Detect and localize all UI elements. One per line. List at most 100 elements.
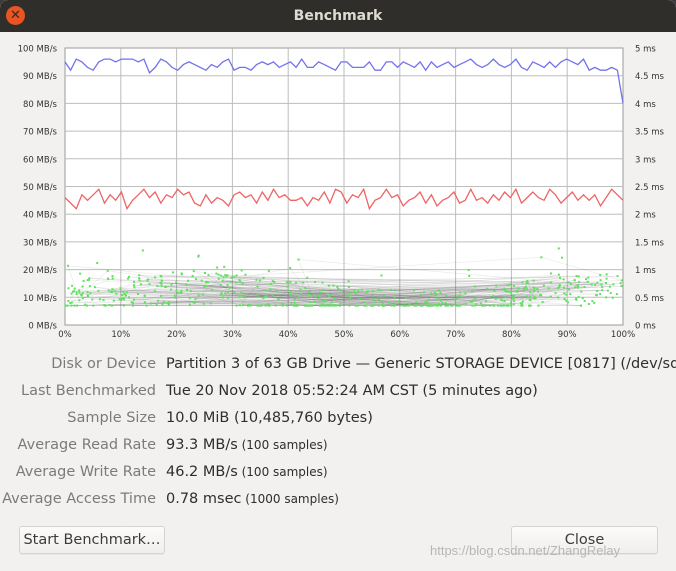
- access-time-point: [468, 274, 471, 277]
- access-time-point: [274, 304, 277, 307]
- access-time-point: [445, 294, 448, 297]
- access-seek-line: [99, 293, 571, 300]
- access-time-point: [433, 292, 436, 295]
- access-seek-line: [340, 303, 495, 306]
- access-seek-line: [114, 290, 389, 303]
- info-value: 46.2 MB/s (100 samples): [166, 464, 328, 480]
- access-time-point: [377, 288, 380, 291]
- access-time-point: [507, 304, 510, 307]
- access-time-point: [154, 276, 157, 279]
- access-seek-line: [68, 295, 126, 302]
- access-time-point: [534, 297, 537, 300]
- access-time-point: [66, 304, 69, 307]
- access-time-point: [297, 258, 300, 261]
- access-time-point: [281, 303, 284, 306]
- access-time-point: [256, 293, 259, 296]
- access-time-point: [528, 298, 531, 301]
- access-time-point: [221, 279, 224, 282]
- info-value: Tue 20 Nov 2018 05:52:24 AM CST (5 minut…: [166, 383, 538, 399]
- access-time-point: [222, 276, 225, 279]
- close-icon: ✕: [10, 8, 21, 23]
- access-seek-line: [79, 287, 535, 294]
- access-seek-line: [223, 256, 542, 278]
- access-time-point: [492, 304, 495, 307]
- access-seek-line: [189, 292, 466, 306]
- access-time-point: [145, 304, 148, 307]
- access-time-point: [357, 289, 360, 292]
- access-time-point: [73, 290, 76, 293]
- access-time-point: [489, 304, 492, 307]
- access-time-point: [335, 304, 338, 307]
- access-time-point: [601, 286, 604, 289]
- access-time-point: [328, 304, 331, 307]
- access-time-point: [509, 291, 512, 294]
- access-time-point: [471, 290, 474, 293]
- access-time-point: [380, 300, 383, 303]
- access-time-point: [205, 285, 208, 288]
- access-time-point: [306, 304, 309, 307]
- access-time-point: [275, 289, 278, 292]
- access-seek-line: [236, 285, 622, 306]
- access-time-point: [550, 281, 553, 284]
- access-time-point: [97, 289, 100, 292]
- start-benchmark-button[interactable]: Start Benchmark…: [19, 526, 165, 554]
- access-time-point: [522, 288, 525, 291]
- access-time-point: [511, 295, 514, 298]
- access-seek-line: [112, 297, 559, 306]
- access-time-point: [271, 280, 274, 283]
- access-seek-line: [193, 278, 220, 303]
- access-time-point: [355, 292, 358, 295]
- access-seek-line: [161, 283, 334, 286]
- access-time-point: [474, 298, 477, 301]
- access-time-point: [202, 302, 205, 305]
- access-time-point: [121, 294, 124, 297]
- access-seek-line: [220, 294, 551, 297]
- access-seek-line: [195, 278, 306, 306]
- access-seek-line: [227, 274, 460, 297]
- access-time-point: [256, 294, 259, 297]
- access-time-point: [426, 300, 429, 303]
- info-row: Last Benchmarked Tue 20 Nov 2018 05:52:24…: [0, 383, 676, 403]
- access-time-point: [71, 290, 74, 293]
- access-time-point: [294, 281, 297, 284]
- access-time-point: [230, 280, 233, 283]
- access-time-point: [227, 290, 230, 293]
- access-time-point: [125, 294, 128, 297]
- access-seek-line: [328, 285, 439, 291]
- access-time-point: [108, 304, 111, 307]
- access-seek-line: [249, 297, 264, 306]
- access-time-point: [235, 281, 238, 284]
- access-time-point: [481, 304, 484, 307]
- access-time-point: [336, 285, 339, 288]
- access-time-point: [86, 279, 89, 282]
- access-time-point: [143, 294, 146, 297]
- access-seek-line: [225, 292, 542, 296]
- access-time-point: [549, 295, 552, 298]
- access-time-point: [523, 287, 526, 290]
- access-time-point: [562, 286, 565, 289]
- access-time-point: [527, 304, 530, 307]
- access-time-point: [562, 278, 565, 281]
- access-time-point: [362, 304, 365, 307]
- access-time-point: [133, 286, 136, 289]
- access-time-point: [88, 285, 91, 288]
- access-time-point: [434, 294, 437, 297]
- access-time-point: [82, 280, 85, 283]
- info-value-text: 93.3 MB/s: [166, 437, 238, 453]
- window-close-button[interactable]: ✕: [6, 6, 25, 25]
- access-time-point: [333, 304, 336, 307]
- access-time-point: [226, 274, 229, 277]
- access-time-point: [271, 294, 274, 297]
- close-button[interactable]: Close: [511, 526, 658, 554]
- x-tick-label: 60%: [390, 330, 409, 340]
- y-right-tick-label: 3 ms: [635, 155, 656, 165]
- access-time-point: [563, 297, 566, 300]
- x-tick-label: 0%: [58, 330, 72, 340]
- access-time-point: [435, 297, 438, 300]
- access-time-point: [474, 285, 477, 288]
- access-time-point: [215, 272, 218, 275]
- access-seek-line: [337, 286, 355, 291]
- access-seek-line: [132, 274, 559, 306]
- access-time-point: [605, 273, 608, 276]
- y-right-tick-label: 2 ms: [635, 211, 656, 221]
